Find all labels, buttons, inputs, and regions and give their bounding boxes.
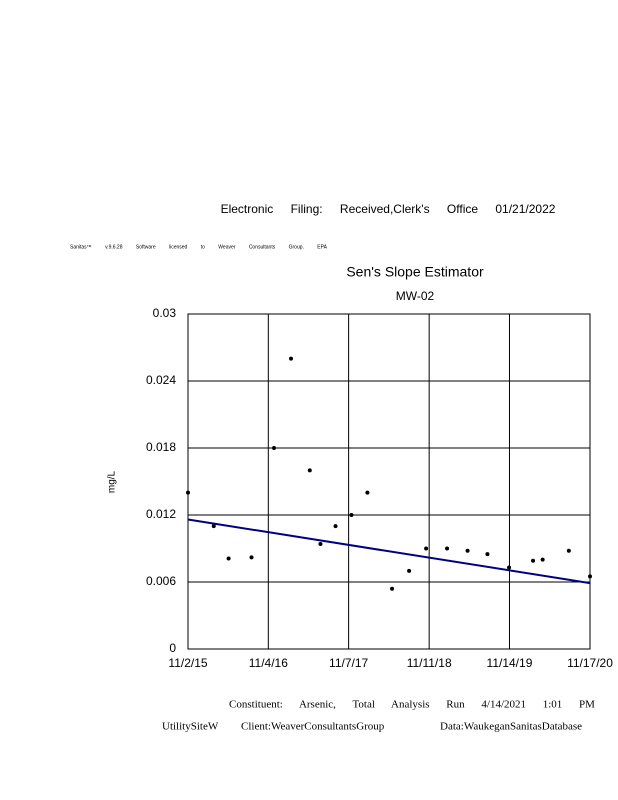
footer-site: UtilitySiteW [162, 721, 219, 733]
y-tick-label: 0.03 [153, 306, 177, 320]
x-tick-label: 11/4/16 [249, 656, 288, 670]
plot-frame [187, 313, 591, 650]
data-point [211, 524, 216, 529]
data-point [349, 513, 354, 517]
data-point [307, 468, 312, 473]
data-point [588, 574, 592, 579]
y-tick-label: 0.024 [146, 373, 176, 387]
data-point [445, 546, 450, 551]
x-tick-label: 11/14/19 [487, 656, 533, 670]
data-point [540, 557, 545, 562]
data-point [390, 586, 395, 591]
license-note: Sanitas™ v.9.6.28 Software licensed to W… [70, 244, 328, 250]
data-point [485, 552, 490, 557]
data-point [424, 546, 429, 551]
filing-stamp: Electronic Filing: Received,Clerk's Offi… [221, 202, 556, 216]
y-tick-label: 0.018 [146, 440, 176, 454]
y-tick-label: 0 [169, 641, 176, 655]
y-tick-label: 0.012 [146, 507, 176, 521]
data-point [186, 490, 190, 495]
data-point [271, 446, 276, 450]
footer-client: Client:WeaverConsultantsGroup [241, 721, 385, 733]
data-point [365, 490, 370, 495]
chart-title: Sen's Slope Estimator [346, 264, 484, 280]
footer-run: Constituent: Arsenic, Total Analysis Run… [229, 699, 595, 711]
y-tick-label: 0.006 [146, 574, 176, 588]
data-point [289, 356, 294, 361]
data-point [531, 558, 536, 563]
x-tick-label: 11/17/20 [567, 656, 613, 670]
y-axis-label: mg/L [107, 470, 118, 493]
data-point [249, 555, 254, 560]
x-tick-label: 11/7/17 [329, 656, 368, 670]
data-point [226, 556, 231, 561]
data-point [566, 548, 571, 553]
data-point [407, 568, 412, 573]
data-point [333, 524, 338, 529]
x-tick-label: 11/11/18 [407, 656, 452, 670]
x-tick-label: 11/2/15 [168, 656, 207, 670]
data-point [318, 542, 323, 547]
chart-subtitle: MW-02 [396, 289, 435, 303]
trend-line [187, 518, 591, 585]
footer-data: Data:WaukeganSanitasDatabase [440, 721, 582, 733]
data-point [507, 565, 512, 570]
data-point [465, 548, 470, 553]
